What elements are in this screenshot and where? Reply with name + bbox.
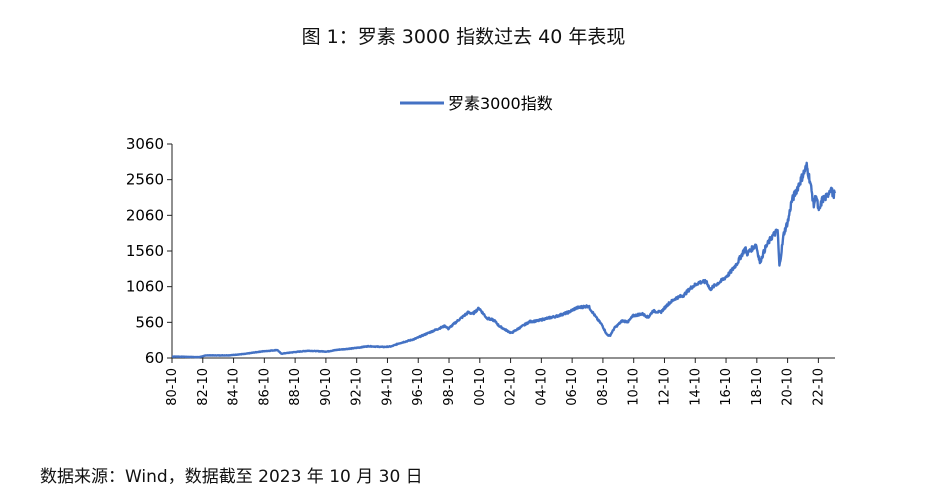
y-tick-label: 3060 [126,135,164,153]
y-tick-label: 1560 [126,242,164,260]
x-tick-label: 82-10 [196,368,211,406]
x-tick-label: 04-10 [534,368,549,406]
x-tick-label: 06-10 [565,368,580,406]
chart-title: 图 1：罗素 3000 指数过去 40 年表现 [301,26,626,48]
y-tick-label: 1060 [126,278,164,296]
y-tick-label: 2560 [126,171,164,189]
legend: 罗素3000指数 [400,94,553,113]
x-tick-label: 00-10 [473,368,488,406]
x-tick-label: 22-10 [811,368,826,406]
y-tick-label: 560 [135,313,164,331]
x-axis: 80-10 82-10 84-10 86-10 88-10 90-10 92-10 94-10… [165,357,835,406]
x-tick-label: 18-10 [750,368,765,406]
legend-label: 罗素3000指数 [448,94,553,113]
x-tick-label: 92-10 [350,368,365,406]
x-tick-label: 20-10 [781,368,796,406]
x-tick-label: 14-10 [688,368,703,406]
x-tick-label: 80-10 [165,368,180,406]
x-tick-label: 88-10 [288,368,303,406]
series-line-russell3000 [171,161,837,359]
x-tick-label: 86-10 [257,368,272,406]
x-tick-label: 08-10 [596,368,611,406]
x-tick-label: 84-10 [227,368,242,406]
x-tick-label: 02-10 [504,368,519,406]
x-tick-label: 98-10 [442,368,457,406]
x-tick-label: 12-10 [657,368,672,406]
y-axis: 60 560 1060 1560 2060 2560 3060 [126,135,173,367]
x-tick-label: 94-10 [380,368,395,406]
x-tick-label: 10-10 [627,368,642,406]
x-tick-label: 16-10 [719,368,734,406]
y-tick-label: 60 [145,349,164,367]
source-note: 数据来源：Wind，数据截至 2023 年 10 月 30 日 [40,467,423,487]
x-tick-label: 90-10 [319,368,334,406]
x-tick-label: 96-10 [411,368,426,406]
y-tick-label: 2060 [126,206,164,224]
